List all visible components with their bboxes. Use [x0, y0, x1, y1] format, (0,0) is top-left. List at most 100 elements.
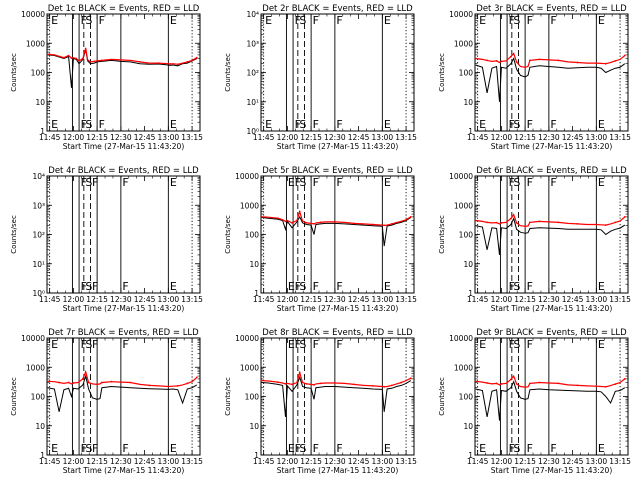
event-marker-top-label: E	[598, 14, 605, 27]
panel-title: Det 3r BLACK = Events, RED = LLD	[476, 4, 627, 14]
event-marker-top-label: F	[550, 14, 556, 27]
y-tick-label: 1000	[26, 363, 45, 372]
lld-point	[167, 385, 170, 388]
y-tick-label: 100	[31, 69, 46, 78]
plot-frame	[260, 175, 415, 294]
lld-point	[353, 222, 355, 225]
event-marker-top-label: E	[288, 338, 295, 351]
event-marker-top-label: F	[313, 14, 319, 27]
y-tick-label: 10⁰	[32, 289, 45, 298]
lld-point	[486, 382, 488, 384]
x-tick-label: 12:30	[538, 295, 560, 304]
event-marker-bottom-label: F	[92, 442, 98, 455]
plot-frame	[474, 337, 629, 456]
y-tick-label: 10³	[246, 39, 259, 48]
series-events-line	[47, 49, 198, 88]
event-marker-bottom-label: E	[598, 280, 605, 293]
series-lld-line	[261, 370, 412, 388]
event-marker-top-label: F	[336, 176, 342, 189]
lld-point	[604, 62, 607, 65]
event-marker-bottom-label: F	[550, 118, 556, 131]
x-tick-label: 12:30	[324, 133, 346, 142]
y-tick-label: 100	[459, 393, 474, 402]
x-tick-label: 12:15	[300, 133, 322, 142]
event-marker-top-label: F	[313, 338, 319, 351]
event-marker-top-label: F	[550, 176, 556, 189]
event-marker-top-label: F	[313, 176, 319, 189]
lld-point	[93, 60, 96, 63]
event-marker-top-label: F	[81, 176, 87, 189]
y-tick-label: 10⁴	[32, 172, 45, 181]
plot-frame	[46, 175, 201, 294]
y-tick-label: 10	[463, 98, 473, 107]
panel-det-1: Det 1c BLACK = Events, RED = LLD 1 10 100 10…	[10, 4, 203, 151]
x-axis-label: Start Time (27-Mar-15 11:43:20)	[491, 466, 613, 475]
y-tick-label: 1	[254, 289, 259, 298]
lld-point	[334, 221, 336, 223]
x-tick-label: 11:45	[467, 295, 489, 304]
event-marker-bottom-label: F	[92, 280, 98, 293]
lld-point	[284, 220, 287, 223]
lld-point	[96, 383, 98, 386]
x-tick-label: 12:15	[514, 457, 536, 466]
event-marker-top-label: S	[85, 176, 92, 189]
lld-point	[614, 383, 617, 385]
event-marker-top-label: F	[81, 338, 87, 351]
lld-point	[623, 54, 626, 57]
x-axis-label: Start Time (27-Mar-15 11:43:20)	[277, 142, 399, 151]
y-axis-label: Counts/sec	[10, 215, 18, 254]
y-axis-label: Counts/sec	[438, 215, 446, 254]
event-marker-bottom-label: E	[384, 442, 391, 455]
x-tick-label: 12:00	[277, 295, 299, 304]
event-marker-bottom-label: S	[85, 442, 92, 455]
lld-point	[260, 216, 263, 218]
lld-point	[298, 371, 301, 374]
y-tick-label: 10000	[449, 172, 473, 181]
lld-point	[595, 223, 598, 226]
series-events-line	[475, 217, 626, 255]
x-tick-label: 12:45	[562, 457, 584, 466]
lld-point	[500, 222, 503, 224]
event-marker-top-label: F	[509, 176, 515, 189]
lld-point	[515, 61, 518, 63]
lld-point	[82, 378, 84, 380]
y-tick-label: 10³	[32, 201, 45, 210]
event-marker-top-label: F	[295, 14, 301, 27]
event-marker-bottom-label: F	[313, 280, 319, 293]
lld-point	[510, 378, 512, 381]
x-tick-label: 12:30	[324, 457, 346, 466]
lld-point	[383, 224, 386, 227]
lld-point	[313, 223, 315, 225]
event-marker-top-label: F	[122, 338, 128, 351]
lld-point	[538, 381, 541, 384]
event-marker-bottom-label: F	[313, 118, 319, 131]
lld-point	[390, 223, 393, 225]
event-marker-bottom-label: E	[170, 442, 177, 455]
x-tick-label: 12:30	[110, 295, 132, 304]
x-tick-label: 13:15	[395, 457, 417, 466]
event-marker-bottom-label: E	[479, 442, 486, 455]
lld-point	[510, 217, 512, 220]
y-tick-label: 10000	[449, 10, 473, 19]
x-tick-label: 13:00	[372, 133, 394, 142]
event-marker-bottom-label: S	[85, 118, 92, 131]
panel-title: Det 4r BLACK = Events, RED = LLD	[48, 166, 199, 176]
lld-point	[400, 220, 403, 223]
event-marker-bottom-label: S	[513, 280, 520, 293]
x-tick-label: 12:30	[538, 133, 560, 142]
y-axis-label: Counts/sec	[10, 377, 18, 416]
event-marker-top-label: F	[550, 338, 556, 351]
x-tick-label: 13:00	[158, 295, 180, 304]
lld-point	[298, 210, 301, 213]
x-tick-label: 12:45	[348, 457, 370, 466]
lld-point	[495, 221, 498, 224]
event-marker-top-label: E	[265, 14, 272, 27]
event-marker-bottom-label: E	[384, 118, 391, 131]
y-tick-label: 10¹	[32, 260, 45, 269]
lld-point	[400, 381, 403, 384]
event-marker-bottom-label: F	[527, 118, 533, 131]
series-events-line	[261, 375, 412, 417]
x-tick-label: 12:45	[134, 457, 156, 466]
y-axis-label: Counts/sec	[438, 53, 446, 92]
lld-point	[538, 58, 541, 61]
